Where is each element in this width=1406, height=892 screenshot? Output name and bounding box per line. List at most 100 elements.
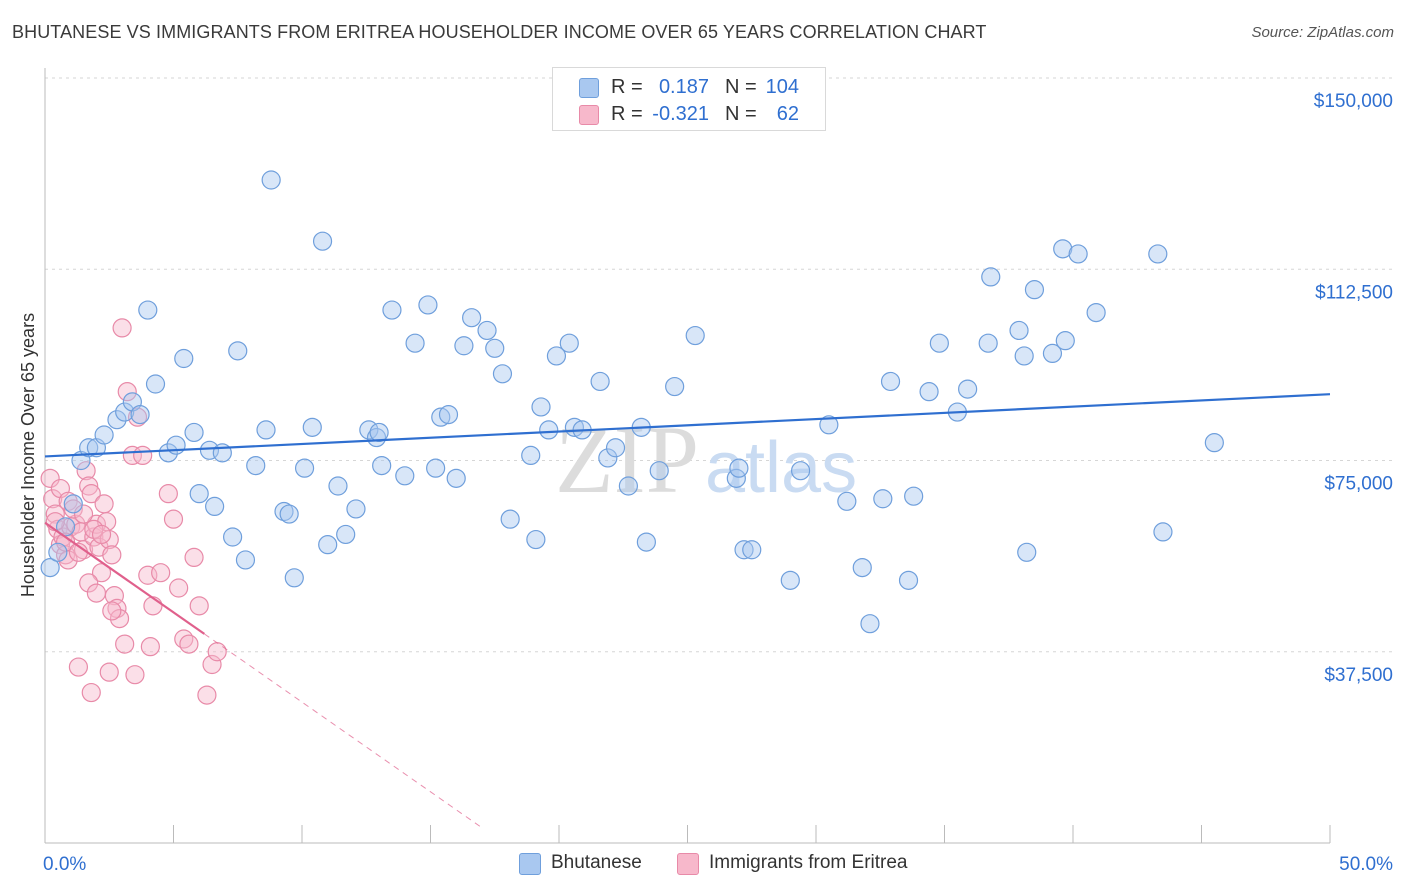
bhutanese-point	[48, 542, 68, 562]
bottom-legend-label: Immigrants from Eritrea	[709, 852, 908, 873]
bhutanese-point	[138, 300, 158, 320]
legend-swatch-eritrea	[579, 105, 599, 125]
bhutanese-point	[446, 468, 466, 488]
eritrea-point	[112, 318, 132, 338]
bhutanese-point	[546, 346, 567, 366]
bhutanese-point	[115, 402, 135, 422]
eritrea-point	[158, 484, 178, 504]
bhutanese-point	[734, 540, 754, 560]
correlation-legend: R = 0.187 N = 104 R = -0.321 N = 62	[552, 67, 826, 131]
bhutanese-point	[780, 570, 800, 590]
bhutanese-point	[1009, 320, 1029, 341]
bhutanese-point	[636, 532, 656, 552]
bhutanese-point	[1204, 433, 1224, 453]
bhutanese-point	[366, 427, 387, 448]
bhutanese-point	[880, 371, 901, 392]
bhutanese-point	[184, 422, 204, 443]
bhutanese-point	[294, 458, 315, 478]
bhutanese-point	[336, 524, 356, 545]
bhutanese-point	[526, 529, 546, 550]
eritrea-point	[109, 608, 130, 629]
bhutanese-point	[405, 333, 425, 353]
watermark-atlas: atlas	[705, 428, 857, 508]
eritrea-point	[184, 547, 204, 568]
bhutanese-point	[521, 445, 541, 465]
legend-swatch-bhutanese	[579, 78, 599, 98]
eritrea-point	[127, 407, 148, 427]
bhutanese-point	[79, 438, 99, 458]
bhutanese-point	[261, 170, 281, 190]
bhutanese-point	[729, 458, 749, 478]
bhutanese-point	[372, 456, 392, 476]
eritrea-point	[68, 657, 89, 677]
bhutanese-point	[1014, 346, 1034, 366]
bhutanese-point	[145, 374, 166, 394]
bhutanese-point	[1153, 522, 1173, 542]
eritrea-point	[115, 634, 135, 654]
bhutanese-point	[919, 382, 939, 402]
watermark: ZIP atlas	[555, 406, 857, 513]
bhutanese-point	[130, 405, 150, 425]
bhutanese-point	[1148, 244, 1168, 264]
bhutanese-point	[500, 509, 520, 529]
bhutanese-point	[1055, 331, 1075, 351]
bhutanese-point	[790, 461, 811, 481]
bhutanese-point	[665, 376, 685, 397]
bottom-legend-label: Bhutanese	[551, 852, 642, 873]
eritrea-point	[143, 596, 163, 616]
bhutanese-point	[279, 504, 299, 524]
eritrea-point	[133, 445, 153, 465]
bhutanese-point	[346, 499, 366, 519]
eritrea-point	[179, 634, 199, 654]
eritrea-point	[102, 601, 122, 621]
bottom-legend-swatch-bhutanese	[519, 853, 541, 875]
bhutanese-point	[929, 333, 949, 353]
bhutanese-point	[369, 422, 389, 443]
chart-title: BHUTANESE VS IMMIGRANTS FROM ERITREA HOU…	[12, 22, 987, 42]
x-tick-label-min: 0.0%	[43, 854, 86, 875]
bhutanese-point	[618, 476, 638, 496]
bhutanese-point	[978, 333, 998, 353]
legend-n-label: N =	[725, 103, 757, 125]
bhutanese-point	[256, 420, 276, 440]
trend-lines	[44, 393, 1331, 829]
bhutanese-point	[539, 420, 559, 440]
eritrea-point	[99, 662, 119, 682]
eritrea-point	[91, 563, 112, 583]
eritrea-point	[189, 596, 209, 616]
eritrea-point	[94, 494, 114, 514]
bhutanese-point	[94, 425, 114, 445]
eritrea-point	[91, 524, 112, 545]
bhutanese-point	[228, 341, 248, 361]
bhutanese-point	[63, 494, 83, 514]
eritrea-point	[81, 682, 101, 703]
x-tick-label-max: 50.0%	[1339, 854, 1393, 875]
bhutanese-point	[223, 527, 243, 547]
legend-row-bhutanese: R = 0.187 N = 104	[553, 74, 825, 102]
eritrea-point	[40, 468, 60, 488]
bhutanese-point	[462, 308, 482, 328]
legend-n-value: 62	[776, 103, 799, 125]
eritrea-point	[81, 484, 101, 504]
bhutanese-point	[485, 338, 505, 358]
bhutanese-point	[158, 443, 178, 463]
bhutanese-point	[958, 379, 978, 399]
bhutanese-point	[382, 300, 402, 320]
bhutanese-point	[1053, 239, 1073, 259]
eritrea-point	[151, 563, 171, 583]
bhutanese-point	[426, 458, 446, 478]
legend-r-label: R =	[611, 76, 643, 98]
eritrea-point	[45, 504, 65, 524]
bhutanese-point	[477, 320, 497, 341]
eritrea-point	[73, 504, 94, 524]
bhutanese-point	[274, 501, 294, 522]
bhutanese-point	[1017, 542, 1037, 562]
bhutanese-point	[1068, 244, 1088, 264]
eritrea-point	[79, 573, 99, 593]
bhutanese-point	[649, 461, 669, 481]
eritrea-point	[207, 642, 227, 662]
bhutanese-point	[837, 491, 857, 511]
legend-n-label: N =	[725, 76, 757, 98]
eritrea-point	[169, 578, 189, 598]
